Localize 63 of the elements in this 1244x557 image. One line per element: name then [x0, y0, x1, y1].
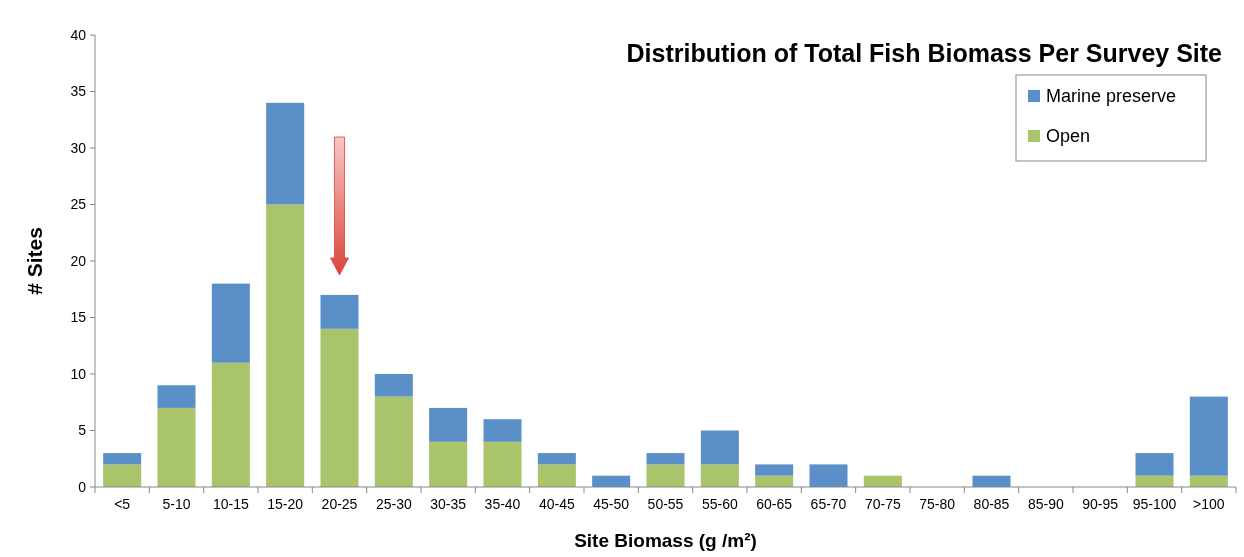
bar [266, 204, 305, 487]
y-tick-label: 20 [70, 252, 87, 269]
bar [1135, 475, 1174, 487]
y-tick-label: 40 [70, 26, 87, 43]
bar [211, 283, 250, 363]
x-tick-label: 60-65 [756, 496, 793, 512]
bar [483, 441, 522, 487]
y-tick-label: 0 [78, 478, 87, 495]
x-tick-label: 45-50 [593, 496, 630, 512]
bar [103, 464, 142, 487]
y-tick-label: 25 [70, 196, 87, 213]
bar [646, 464, 685, 487]
bar [809, 464, 848, 487]
bar [103, 453, 142, 465]
y-axis-title: # Sites [23, 227, 46, 295]
y-tick-label: 30 [70, 139, 87, 156]
chart-title: Distribution of Total Fish Biomass Per Survey Site [626, 39, 1223, 67]
y-tick-label: 5 [78, 422, 87, 439]
x-tick-label: 25-30 [375, 496, 412, 512]
x-tick-label: 75-80 [919, 496, 956, 512]
bar [429, 441, 468, 487]
x-tick-label: 40-45 [538, 496, 575, 512]
x-tick-label: 70-75 [864, 496, 901, 512]
bar [320, 294, 359, 329]
bar [320, 328, 359, 487]
x-tick-label: 20-25 [321, 496, 358, 512]
bar [972, 475, 1011, 487]
x-tick-label: 80-85 [973, 496, 1010, 512]
bar [537, 464, 576, 487]
x-tick-label: 65-70 [810, 496, 847, 512]
bar [157, 385, 196, 408]
bar [483, 419, 522, 442]
bar [211, 362, 250, 487]
bar [429, 407, 468, 442]
y-tick-label: 10 [70, 365, 87, 382]
bar [157, 407, 196, 487]
bar [1189, 396, 1228, 476]
x-tick-label: >100 [1193, 496, 1225, 512]
bar [537, 453, 576, 465]
x-tick-label: 90-95 [1082, 496, 1119, 512]
x-tick-label: 15-20 [267, 496, 304, 512]
x-tick-label: 95-100 [1132, 496, 1177, 512]
x-tick-label: 85-90 [1027, 496, 1064, 512]
bar [700, 464, 739, 487]
x-tick-label: 55-60 [701, 496, 738, 512]
x-tick-label: <5 [114, 496, 131, 512]
legend-label: Open [1046, 126, 1091, 147]
bar [266, 102, 305, 205]
y-tick-label: 15 [70, 309, 87, 326]
bar [646, 453, 685, 465]
x-axis-title: Site Biomass (g /m²) [574, 530, 757, 551]
bar [1135, 453, 1174, 476]
y-tick-label: 35 [70, 83, 87, 100]
x-tick-label: 50-55 [647, 496, 684, 512]
bar [374, 374, 413, 397]
x-tick-label: 10-15 [212, 496, 249, 512]
x-tick-label: 5-10 [162, 496, 191, 512]
bar [755, 464, 794, 476]
bar [374, 396, 413, 487]
x-tick-label: 30-35 [430, 496, 467, 512]
bar [700, 430, 739, 465]
x-tick-label: 35-40 [484, 496, 521, 512]
legend-label: Marine preserve [1046, 86, 1177, 107]
